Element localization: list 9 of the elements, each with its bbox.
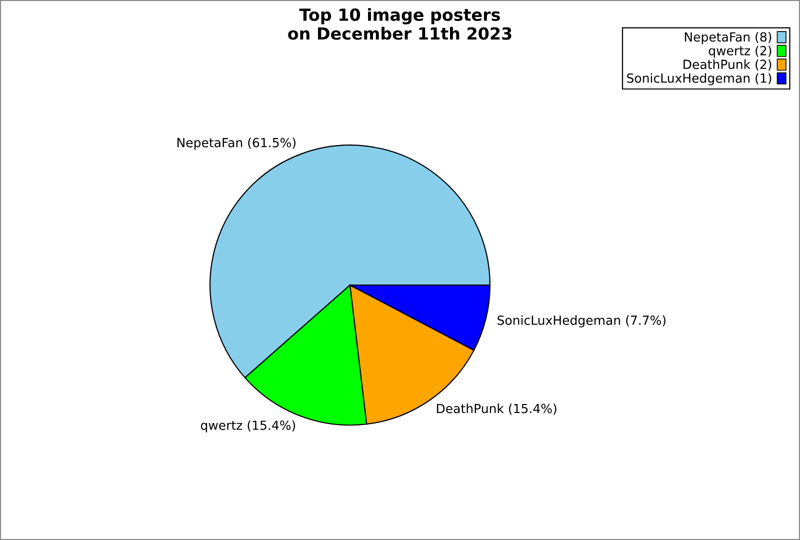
data-label: SonicLuxHedgeman (7.7%) — [498, 315, 666, 328]
data-label: DeathPunk (15.4%) — [436, 404, 556, 415]
data-label: NepetaFan (61.5%) — [177, 138, 296, 150]
legend-label: qwertz (2) — [708, 46, 772, 58]
legend-label: DeathPunk (2) — [684, 59, 772, 71]
data-label: qwertz (15.4%) — [200, 420, 296, 432]
legend-label: SonicLuxHedgeman (1) — [627, 73, 772, 86]
legend-label: NepetaFan (8) — [684, 32, 772, 44]
chart-title: Top 10 image posters on December 11th 2023 — [288, 8, 512, 40]
